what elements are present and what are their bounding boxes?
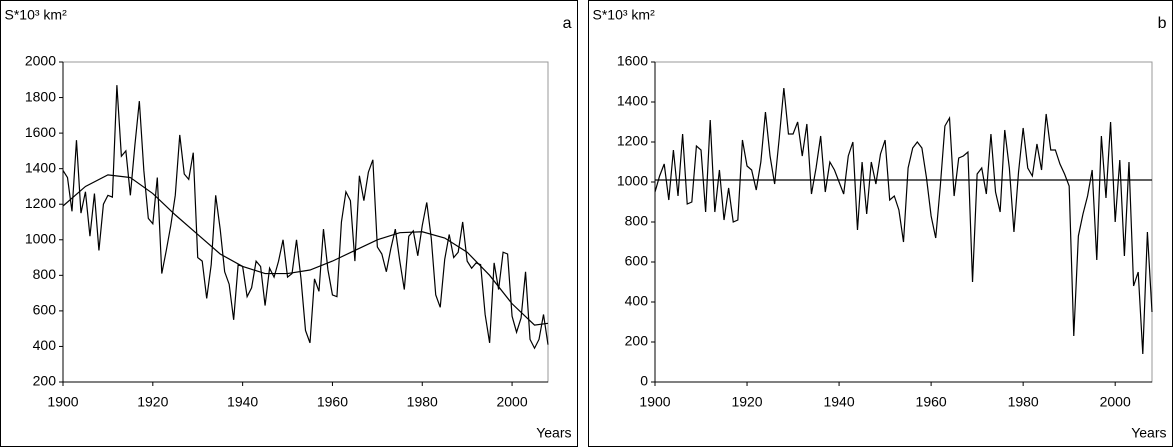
y-axis-label: S*10³ km²	[5, 7, 68, 23]
y-tick-label: 1400	[25, 159, 56, 175]
panel-frame	[0, 0, 578, 447]
data-line	[62, 174, 549, 326]
y-tick-label: 600	[625, 253, 649, 269]
y-axis-label: S*10³ km²	[593, 7, 656, 23]
y-tick-label: 1600	[25, 124, 56, 140]
x-tick-label: 1980	[407, 394, 438, 410]
x-tick-label: 1900	[47, 394, 78, 410]
y-tick-label: 0	[640, 373, 648, 389]
x-tick-label: 2000	[496, 394, 527, 410]
y-tick-label: 1600	[617, 53, 648, 69]
x-tick-label: 1920	[137, 394, 168, 410]
y-tick-label: 1400	[617, 93, 648, 109]
plot-area	[654, 61, 1153, 383]
y-tick-label: 400	[33, 337, 57, 353]
plot-area	[62, 61, 549, 383]
panel-frame	[588, 0, 1173, 447]
x-tick-label: 1920	[731, 394, 762, 410]
y-tick-label: 800	[625, 213, 649, 229]
y-tick-label: 1000	[25, 230, 56, 246]
y-tick-label: 800	[33, 266, 57, 282]
x-tick-label: 1960	[317, 394, 348, 410]
y-tick-label: 200	[33, 373, 57, 389]
x-tick-label: 1940	[823, 394, 854, 410]
y-tick-label: 400	[625, 293, 649, 309]
y-tick-label: 2000	[25, 53, 56, 69]
data-line	[654, 87, 1153, 355]
x-tick-label: 1940	[227, 394, 258, 410]
x-tick-label: 1980	[1008, 394, 1039, 410]
y-tick-label: 1200	[617, 133, 648, 149]
x-tick-label: 2000	[1100, 394, 1131, 410]
y-tick-label: 1000	[617, 173, 648, 189]
y-tick-label: 600	[33, 302, 57, 318]
y-tick-label: 1800	[25, 88, 56, 104]
x-axis-label: Years	[536, 425, 571, 441]
y-tick-label: 200	[625, 333, 649, 349]
x-tick-label: 1900	[639, 394, 670, 410]
y-tick-label: 1200	[25, 195, 56, 211]
panel-label: a	[563, 15, 572, 32]
x-axis-label: Years	[1131, 425, 1166, 441]
x-tick-label: 1960	[916, 394, 947, 410]
panel-label: b	[1158, 15, 1167, 32]
data-line	[62, 85, 549, 350]
